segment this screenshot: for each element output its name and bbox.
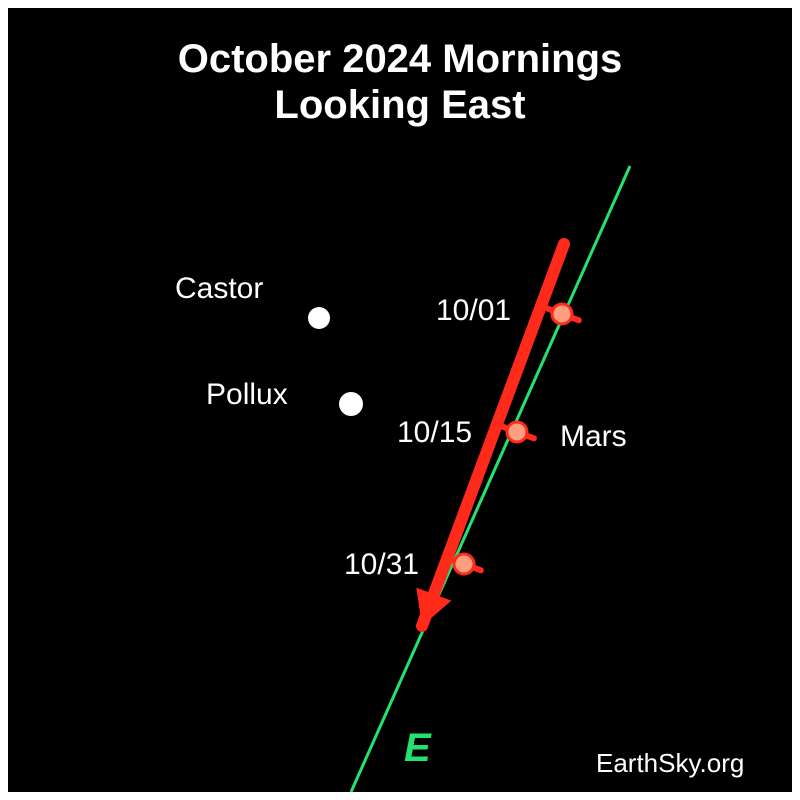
star-dot bbox=[308, 307, 330, 329]
mars-position-dot bbox=[552, 304, 572, 324]
mars-position-dot bbox=[454, 554, 474, 574]
mars-position-dot bbox=[507, 422, 527, 442]
title-line1: October 2024 Mornings bbox=[178, 37, 623, 81]
star-dot bbox=[339, 392, 363, 416]
star-label: Castor bbox=[175, 272, 263, 306]
mars-date-label: 10/31 bbox=[344, 548, 419, 582]
ecliptic-line bbox=[351, 166, 630, 792]
mars-date-label: 10/01 bbox=[436, 294, 511, 328]
credit-text: EarthSky.org bbox=[596, 748, 744, 779]
compass-east: E bbox=[404, 726, 431, 771]
mars-date-label: 10/15 bbox=[397, 416, 472, 450]
star-label: Pollux bbox=[206, 378, 288, 412]
title-line2: Looking East bbox=[274, 83, 525, 127]
chart-title: October 2024 Mornings Looking East bbox=[8, 36, 792, 128]
sky-chart: October 2024 Mornings Looking East 10/01… bbox=[8, 8, 792, 792]
mars-label: Mars bbox=[560, 420, 627, 454]
